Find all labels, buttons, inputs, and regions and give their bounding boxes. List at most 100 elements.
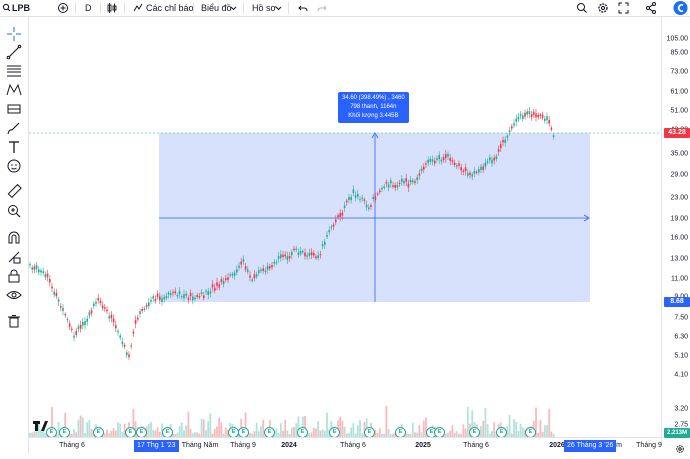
measure-bars: 798 thanh, 1164n xyxy=(350,104,397,110)
volume-bar xyxy=(134,421,137,437)
candle xyxy=(297,252,300,256)
volume-bar xyxy=(295,423,298,437)
y-tick-label: 23.00 xyxy=(670,194,688,202)
trash-icon[interactable] xyxy=(6,313,22,329)
replay-icon[interactable] xyxy=(576,0,588,16)
price-chart[interactable] xyxy=(29,17,661,437)
candle xyxy=(438,155,440,160)
volume-bar xyxy=(521,427,524,437)
candle xyxy=(271,265,273,268)
chart-menu-button[interactable]: Biểu đồ xyxy=(201,3,232,13)
profile-menu-button[interactable]: Hồ sơ xyxy=(252,3,277,13)
candle xyxy=(154,298,157,302)
redo-icon[interactable] xyxy=(317,0,327,16)
zoom-in-icon[interactable] xyxy=(6,203,22,219)
candle xyxy=(376,193,379,195)
candle xyxy=(86,318,88,322)
volume-bar xyxy=(73,428,75,437)
volume-bar xyxy=(310,432,313,437)
candle xyxy=(533,111,535,115)
candle xyxy=(425,163,427,165)
volume-bar xyxy=(317,420,320,437)
candle xyxy=(275,262,278,264)
candle xyxy=(145,304,148,307)
candle xyxy=(442,157,445,161)
undo-icon[interactable] xyxy=(298,0,308,16)
candle xyxy=(489,157,491,161)
candle xyxy=(220,279,223,283)
volume-bar xyxy=(88,420,91,437)
volume-tag: 2.213M xyxy=(664,428,690,438)
volume-bar xyxy=(290,427,293,437)
volume-bar xyxy=(123,423,126,437)
volume-bar xyxy=(447,432,449,437)
volume-bar xyxy=(508,415,511,437)
magnet-icon[interactable] xyxy=(6,230,22,246)
candle xyxy=(77,326,80,329)
candle xyxy=(541,114,544,118)
crosshair-icon[interactable] xyxy=(6,26,22,42)
candle xyxy=(38,269,40,273)
volume-bar xyxy=(453,433,456,437)
time-axis[interactable]: Tháng 6 17 Thg 1 '23 Tháng Năm Tháng 9 2… xyxy=(29,437,662,455)
volume-bar xyxy=(277,433,280,437)
candle xyxy=(310,252,313,255)
candle xyxy=(229,274,231,276)
candles-icon[interactable] xyxy=(106,0,118,16)
chevron-down-icon[interactable] xyxy=(275,0,282,16)
fib-retracement-icon[interactable] xyxy=(6,63,22,79)
emoji-icon[interactable] xyxy=(6,158,22,174)
candle xyxy=(368,207,370,210)
symbol-label[interactable]: LPB xyxy=(12,3,30,13)
brush-icon[interactable] xyxy=(6,120,22,136)
candle xyxy=(49,279,51,283)
volume-bar xyxy=(506,425,509,437)
candle xyxy=(486,161,489,163)
candle xyxy=(451,160,454,162)
volume-bar xyxy=(150,422,152,437)
candle xyxy=(79,324,82,329)
indicators-button[interactable]: Các chỉ báo xyxy=(146,3,194,13)
eye-icon[interactable] xyxy=(6,287,22,303)
candle xyxy=(414,181,416,183)
volume-bar xyxy=(510,433,513,437)
candle xyxy=(178,291,181,295)
candle xyxy=(134,320,137,324)
candle xyxy=(64,313,66,316)
volume-bar xyxy=(484,408,487,437)
volume-bar xyxy=(304,416,306,437)
volume-bar xyxy=(535,407,537,437)
volume-bar xyxy=(359,419,361,437)
settings-icon[interactable] xyxy=(675,441,685,459)
volume-bar xyxy=(255,422,258,437)
volume-bar xyxy=(425,417,427,437)
text-icon[interactable] xyxy=(6,139,22,155)
trend-line-icon[interactable] xyxy=(6,44,22,60)
lock-icon[interactable] xyxy=(6,268,22,284)
price-axis[interactable]: 105.0085.0073.0061.0051.0043.0035.0029.0… xyxy=(661,17,690,445)
volume-bar xyxy=(378,428,381,437)
projection-icon[interactable] xyxy=(6,101,22,117)
gear-icon[interactable] xyxy=(597,0,609,16)
indicators-icon[interactable] xyxy=(133,0,143,16)
candle xyxy=(491,159,493,164)
candle xyxy=(251,279,253,281)
candle xyxy=(119,335,121,338)
interval-button[interactable]: D xyxy=(85,3,92,13)
pattern-icon[interactable] xyxy=(6,82,22,98)
volume-bar xyxy=(152,429,155,437)
volume-bar xyxy=(77,419,80,437)
candle xyxy=(128,354,130,358)
share-icon[interactable] xyxy=(645,0,657,16)
add-symbol-icon[interactable] xyxy=(57,0,69,16)
y-tick-label: 105.00 xyxy=(666,35,688,43)
candle xyxy=(392,185,394,187)
candle xyxy=(359,199,361,201)
x-label: m xyxy=(616,442,622,449)
ruler-icon[interactable] xyxy=(6,183,22,199)
search-icon[interactable] xyxy=(2,0,11,16)
candle xyxy=(365,204,368,208)
chevron-down-icon[interactable] xyxy=(230,0,237,16)
lock-drawing-icon[interactable] xyxy=(6,249,22,265)
fullscreen-icon[interactable] xyxy=(618,0,629,16)
